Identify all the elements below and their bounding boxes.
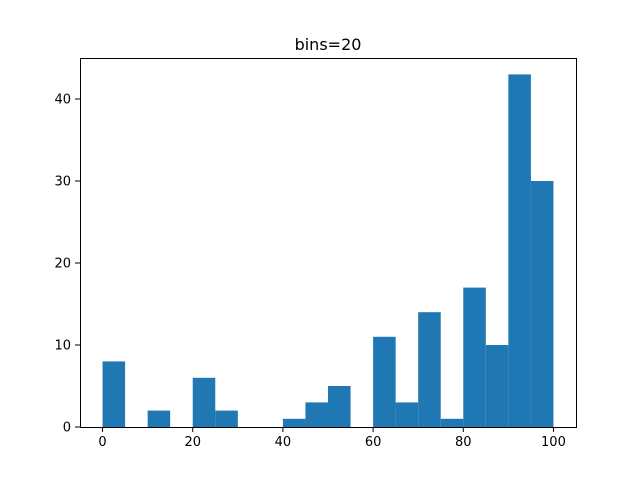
x-tick-label: 100 [541,435,566,450]
y-tick-label: 10 [54,339,71,354]
histogram-bar-12 [373,336,396,427]
histogram-bar-17 [485,345,509,427]
bars-group [102,74,554,428]
chart-title: bins=20 [295,35,362,54]
histogram-bar-0 [102,361,126,427]
histogram-bar-9 [305,402,328,427]
histogram-bar-16 [463,287,486,427]
x-tick-label: 80 [455,435,472,450]
histogram-bar-18 [508,74,531,428]
histogram-bar-2 [147,410,171,427]
histogram-bar-15 [440,418,464,427]
histogram-bar-10 [328,386,351,427]
histogram-bar-5 [215,410,238,427]
y-tick-label: 0 [63,421,71,436]
x-tick-label: 40 [275,435,292,450]
x-tick-label: 20 [184,435,201,450]
histogram-bar-8 [282,418,306,427]
x-tick-label: 0 [98,435,106,450]
y-tick-label: 30 [54,175,71,190]
histogram-bar-14 [418,312,441,427]
y-tick-label: 40 [54,93,71,108]
histogram-bar-19 [530,181,554,427]
plot-frame [80,58,577,428]
x-tick-label: 60 [365,435,382,450]
x-axis: 0 20 40 60 80 100 [98,427,566,450]
y-tick-label: 20 [54,257,71,272]
histogram-bar-13 [395,402,419,427]
y-axis: 0 10 20 30 40 [54,93,80,436]
histogram-bar-4 [192,377,216,427]
